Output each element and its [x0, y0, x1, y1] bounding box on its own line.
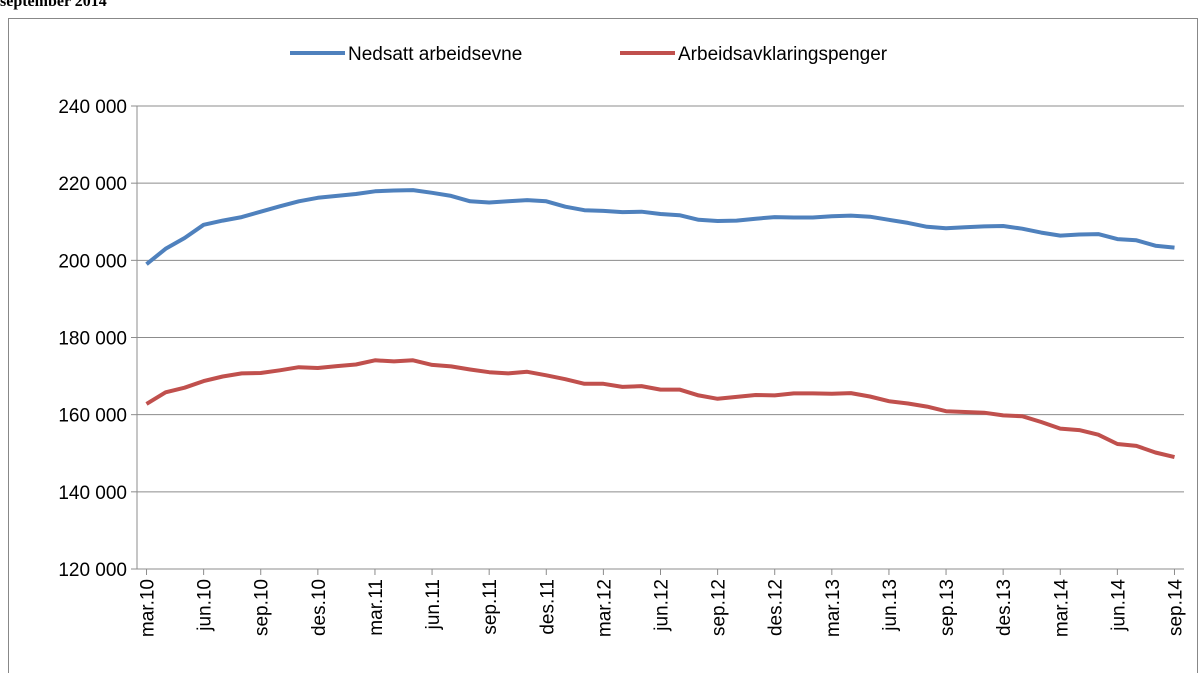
- x-tick-label: des.12: [766, 579, 787, 636]
- x-tick-label: mar.12: [594, 579, 615, 637]
- x-tick-label: mar.11: [366, 579, 387, 636]
- y-tick-label: 160 000: [58, 406, 127, 427]
- x-tick-label: sep.10: [252, 579, 273, 636]
- y-tick-label: 120 000: [58, 560, 127, 581]
- y-tick-label: 180 000: [58, 329, 127, 350]
- x-tick-label: sep.12: [709, 579, 730, 636]
- x-tick-label: sep.14: [1165, 579, 1186, 636]
- legend-label: Nedsatt arbeidsevne: [348, 44, 522, 65]
- x-tick-label: jun.13: [880, 579, 901, 632]
- y-tick-label: 200 000: [58, 251, 127, 272]
- x-tick-label: des.10: [309, 579, 330, 636]
- x-tick-label: mar.10: [138, 579, 159, 637]
- line-series: [145, 188, 1175, 266]
- x-tick-label: des.13: [994, 579, 1015, 636]
- x-tick-label: sep.13: [937, 579, 958, 636]
- y-tick-label: 220 000: [58, 174, 127, 195]
- chart-title: september 2014: [0, 0, 107, 10]
- x-tick-label: mar.13: [823, 579, 844, 637]
- chart-border: [8, 18, 1198, 673]
- legend-label: Arbeidsavklaringspenger: [678, 44, 888, 65]
- x-tick-label: sep.11: [480, 579, 501, 635]
- x-tick-label: jun.10: [195, 579, 216, 632]
- x-tick-label: des.11: [537, 579, 558, 635]
- x-tick-label: jun.12: [652, 579, 673, 632]
- x-tick-label: jun.11: [423, 579, 444, 630]
- line-series: [145, 358, 1175, 460]
- y-tick-label: 140 000: [58, 483, 127, 504]
- x-tick-label: jun.14: [1108, 579, 1129, 632]
- y-tick-label: 240 000: [58, 97, 127, 118]
- x-tick-label: mar.14: [1051, 579, 1072, 638]
